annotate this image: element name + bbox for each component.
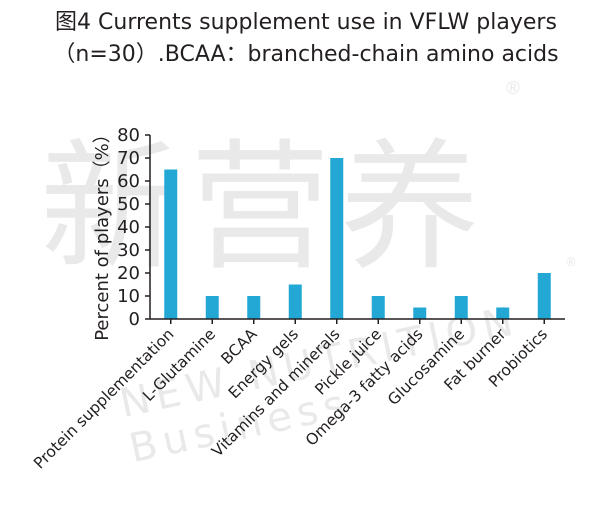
bar bbox=[496, 307, 510, 319]
y-tick-label: 10 bbox=[117, 286, 140, 307]
y-tick-label: 0 bbox=[129, 309, 140, 330]
chart-title-line-1: 图4 Currents supplement use in VFLW playe… bbox=[55, 10, 557, 35]
y-tick-label: 80 bbox=[117, 125, 140, 146]
bar bbox=[330, 158, 344, 319]
y-tick-label: 30 bbox=[117, 240, 140, 261]
bar bbox=[164, 169, 178, 319]
bar bbox=[413, 307, 427, 319]
bar bbox=[537, 273, 551, 319]
bars bbox=[164, 158, 551, 319]
y-tick-label: 40 bbox=[117, 217, 140, 238]
x-axis: Protein supplementationL-GlutamineBCAAEn… bbox=[30, 318, 565, 472]
bar bbox=[288, 284, 302, 319]
y-tick-label: 50 bbox=[117, 194, 140, 215]
y-tick-label: 20 bbox=[117, 263, 140, 284]
x-tick-label: L-Glutamine bbox=[139, 325, 219, 405]
chart-title-line-2: （n=30）.BCAA：branched-chain amino acids bbox=[53, 42, 559, 67]
y-tick-label: 70 bbox=[117, 148, 140, 169]
y-axis-label: Percent of players（%） bbox=[92, 125, 113, 341]
bar bbox=[205, 296, 219, 319]
y-tick-label: 60 bbox=[117, 171, 140, 192]
bar bbox=[371, 296, 385, 319]
bar bbox=[454, 296, 468, 319]
bar bbox=[247, 296, 261, 319]
